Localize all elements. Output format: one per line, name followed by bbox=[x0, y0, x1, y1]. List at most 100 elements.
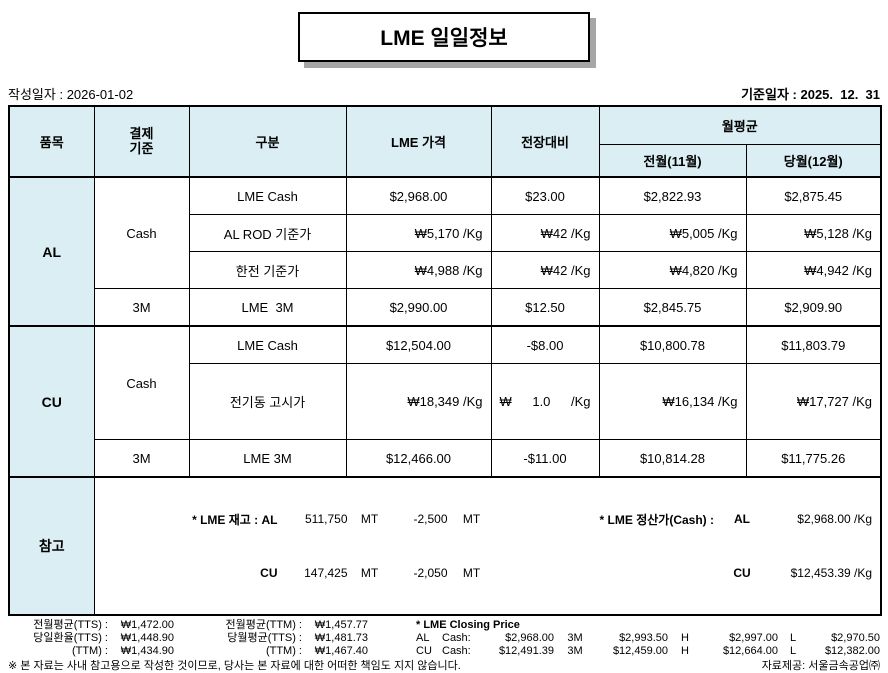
fx-value: ₩1,472.00 bbox=[120, 619, 174, 631]
fx-label: (TTM) : bbox=[265, 645, 302, 657]
cash-label: Cash: bbox=[442, 632, 471, 644]
settle-al-value: $2,968.00 /Kg bbox=[797, 512, 873, 526]
table-row: 전기동 고시가 ₩18,349 /Kg ₩ 1.0 /Kg ₩16,134 /K… bbox=[9, 363, 882, 440]
prev-month-cell: ₩5,005 /Kg bbox=[598, 214, 747, 252]
item-cu: CU bbox=[8, 325, 95, 478]
table-row: AL ROD 기준가 ₩5,170 /Kg ₩42 /Kg ₩5,005 /Kg… bbox=[9, 214, 882, 252]
3m-value: $12,459.00 bbox=[612, 645, 668, 657]
price-cell: $12,504.00 bbox=[345, 325, 492, 364]
curr-month-cell: ₩5,128 /Kg bbox=[745, 214, 882, 252]
closing-price-title: * LME Closing Price bbox=[416, 619, 520, 631]
cash-value: $2,968.00 bbox=[505, 632, 554, 644]
change-cell: $12.50 bbox=[490, 288, 600, 327]
closing-price-row-cu: CU Cash: $12,491.39 3M $12,459.00 H $12,… bbox=[416, 645, 880, 658]
base-date: 기준일자 : 2025. 12. 31 bbox=[741, 84, 880, 103]
low-label: L bbox=[789, 632, 797, 644]
metal-label: CU bbox=[416, 645, 432, 657]
col-header-curr-month: 당월(12월) bbox=[745, 144, 882, 178]
fx-value: ₩1,457.77 bbox=[314, 619, 368, 631]
category-cell: LME 3M bbox=[188, 439, 347, 478]
change-cell: -$8.00 bbox=[490, 325, 600, 364]
3m-label: 3M bbox=[567, 632, 583, 644]
change-cell: ₩42 /Kg bbox=[490, 251, 600, 289]
prev-month-cell: ₩16,134 /Kg bbox=[598, 363, 747, 440]
data-provider: 자료제공: 서울금속공업㈜ bbox=[761, 660, 880, 672]
table-row: 3M LME 3M $12,466.00 -$11.00 $10,814.28 … bbox=[9, 439, 882, 478]
created-date-value: 2026-01-02 bbox=[66, 87, 134, 102]
high-value: $12,664.00 bbox=[722, 645, 778, 657]
fx-label: 전월평균(TTS) : bbox=[33, 619, 108, 631]
basis-al-3m: 3M bbox=[93, 288, 190, 327]
prev-month-cell: $10,800.78 bbox=[598, 325, 747, 364]
category-cell: AL ROD 기준가 bbox=[188, 214, 347, 252]
fx-line: (TTM) : ₩1,434.90 (TTM) : ₩1,467.40 bbox=[8, 645, 408, 658]
change-value: 1.0 bbox=[532, 394, 551, 409]
col-header-basis: 결제 기준 bbox=[93, 105, 190, 178]
3m-value: $2,993.50 bbox=[619, 632, 668, 644]
curr-month-cell: $11,775.26 bbox=[745, 439, 882, 478]
fx-label: 당일환율(TTS) : bbox=[33, 632, 108, 644]
base-date-label: 기준일자 : bbox=[741, 87, 801, 102]
metal-label: AL bbox=[416, 632, 430, 644]
col-header-category: 구분 bbox=[188, 105, 347, 178]
category-cell: LME Cash bbox=[188, 325, 347, 364]
stock-cu-unit: MT bbox=[360, 566, 379, 580]
item-al: AL bbox=[8, 176, 95, 327]
note-line-cu: CU 147,425 MT -2,050 MT CU $12,453.39 /K… bbox=[103, 560, 873, 586]
stock-cu-label: CU bbox=[260, 566, 278, 580]
lme-closing-price-block: * LME Closing Price AL Cash: $2,968.00 3… bbox=[408, 619, 880, 658]
fx-line: 당일환율(TTS) : ₩1,448.90 당월평균(TTS) : ₩1,481… bbox=[8, 632, 408, 645]
category-cell: 전기동 고시가 bbox=[188, 363, 347, 440]
table-row: CU Cash LME Cash $12,504.00 -$8.00 $10,8… bbox=[8, 325, 882, 478]
basis-cu-cash: Cash bbox=[93, 325, 190, 440]
exchange-rate-block: 전월평균(TTS) : ₩1,472.00 전월평균(TTM) : ₩1,457… bbox=[8, 619, 408, 658]
prev-month-cell: $10,814.28 bbox=[598, 439, 747, 478]
high-label: H bbox=[681, 645, 689, 657]
col-header-prev-month: 전월(11월) bbox=[598, 144, 747, 178]
footer: 전월평균(TTS) : ₩1,472.00 전월평균(TTM) : ₩1,457… bbox=[8, 619, 880, 673]
prev-month-cell: ₩4,820 /Kg bbox=[598, 251, 747, 289]
closing-price-row-al: AL Cash: $2,968.00 3M $2,993.50 H $2,997… bbox=[416, 632, 880, 645]
stock-al-chg: -2,500 bbox=[413, 512, 448, 526]
stock-cu-qty: 147,425 bbox=[304, 566, 348, 580]
col-header-item: 품목 bbox=[8, 105, 95, 178]
fx-label: 전월평균(TTM) : bbox=[225, 619, 302, 631]
lme-settlement-label: * LME 정산가(Cash) : bbox=[599, 512, 715, 527]
fx-value: ₩1,467.40 bbox=[314, 645, 368, 657]
col-header-price: LME 가격 bbox=[345, 105, 492, 178]
category-cell: LME 3M bbox=[188, 288, 347, 327]
basis-cu-3m: 3M bbox=[93, 439, 190, 478]
change-cell: -$11.00 bbox=[490, 439, 600, 478]
prev-month-cell: $2,845.75 bbox=[598, 288, 747, 327]
settle-cu-value: $12,453.39 /Kg bbox=[790, 566, 873, 580]
curr-month-cell: $2,909.90 bbox=[745, 288, 882, 327]
price-cell: $2,990.00 bbox=[345, 288, 492, 327]
fx-value: ₩1,434.90 bbox=[120, 645, 174, 657]
note-line-al: * LME 재고 : AL 511,750 MT -2,500 MT * LME… bbox=[103, 506, 873, 532]
change-cell: ₩ 1.0 /Kg bbox=[490, 363, 600, 440]
cash-label: Cash: bbox=[442, 645, 471, 657]
fx-line: 전월평균(TTS) : ₩1,472.00 전월평균(TTM) : ₩1,457… bbox=[8, 619, 408, 632]
prev-month-cell: $2,822.93 bbox=[598, 176, 747, 215]
stock-cu-chg-unit: MT bbox=[462, 566, 481, 580]
created-date: 작성일자 : 2026-01-02 bbox=[8, 84, 133, 103]
stock-al-unit: MT bbox=[360, 512, 379, 526]
page-title: LME 일일정보 bbox=[298, 12, 590, 62]
low-value: $12,382.00 bbox=[824, 645, 880, 657]
3m-label: 3M bbox=[567, 645, 583, 657]
fx-label: 당월평균(TTS) : bbox=[227, 632, 302, 644]
fx-value: ₩1,481.73 bbox=[314, 632, 368, 644]
price-cell: ₩18,349 /Kg bbox=[345, 363, 492, 440]
change-cell: $23.00 bbox=[490, 176, 600, 215]
stock-al-chg-unit: MT bbox=[462, 512, 481, 526]
high-label: H bbox=[681, 632, 689, 644]
price-cell: ₩4,988 /Kg bbox=[345, 251, 492, 289]
col-header-monthly-avg: 월평균 bbox=[598, 105, 882, 145]
table-row: 한전 기준가 ₩4,988 /Kg ₩42 /Kg ₩4,820 /Kg ₩4,… bbox=[9, 251, 882, 289]
created-date-label: 작성일자 : bbox=[8, 87, 67, 102]
disclaimer: ※ 본 자료는 사내 참고용으로 작성한 것이므로, 당사는 본 자료에 대한 … bbox=[8, 660, 461, 672]
item-note: 참고 bbox=[8, 476, 95, 616]
curr-month-cell: ₩17,727 /Kg bbox=[745, 363, 882, 440]
settle-cu-label: CU bbox=[733, 566, 751, 580]
table-row: 3M LME 3M $2,990.00 $12.50 $2,845.75 $2,… bbox=[9, 288, 882, 327]
